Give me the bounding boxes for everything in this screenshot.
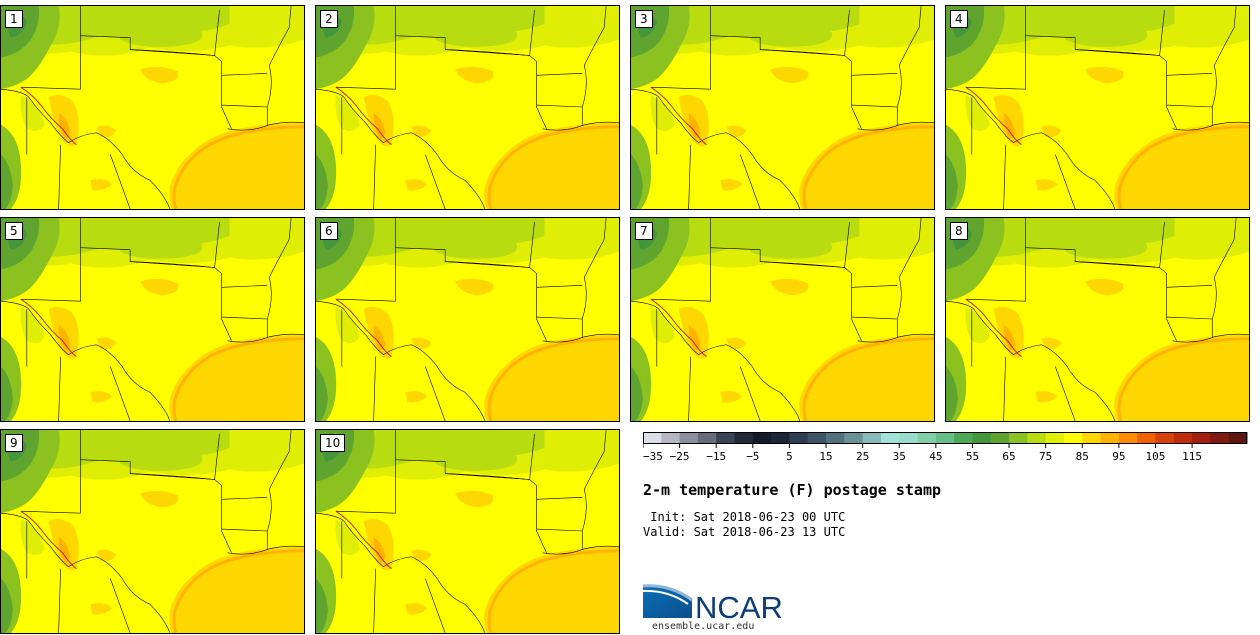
colorbar-swatch — [716, 432, 736, 444]
colorbar-tick-label: 45 — [929, 450, 942, 463]
colorbar-swatch — [899, 432, 919, 444]
panel-number: 3 — [635, 10, 653, 28]
colorbar-tick-label: 25 — [856, 450, 869, 463]
colorbar-tick-label: 15 — [819, 450, 832, 463]
map-panel-9: 9 — [0, 429, 305, 634]
colorbar-tick-label: −25 — [670, 450, 690, 463]
colorbar-swatch — [771, 432, 790, 444]
colorbar-swatch — [844, 432, 864, 444]
colorbar-swatch — [972, 432, 992, 444]
colorbar-swatch — [643, 432, 662, 444]
panel-number: 2 — [320, 10, 338, 28]
panel-number: 10 — [320, 434, 346, 452]
temperature-colorbar: −35 −25 −15 −5 5 15 25 35 45 55 65 75 85 95 105 115 — [643, 432, 1248, 463]
map-panel-8: 8 — [945, 217, 1250, 422]
panel-number: 6 — [320, 222, 338, 240]
colorbar-tick-label: 5 — [786, 450, 793, 463]
colorbar-swatch — [917, 432, 937, 444]
colorbar-swatch — [826, 432, 845, 444]
colorbar-swatch — [1155, 432, 1175, 444]
panel-number: 8 — [950, 222, 968, 240]
colorbar-tick-label: 75 — [1039, 450, 1052, 463]
colorbar-swatch — [862, 432, 882, 444]
map-panel-7: 7 — [630, 217, 935, 422]
panel-number: 5 — [5, 222, 23, 240]
colorbar-swatch — [1192, 432, 1211, 444]
ncar-logo: NCAR — [642, 584, 783, 620]
colorbar-swatch — [679, 432, 699, 444]
panel-number: 1 — [5, 10, 23, 28]
colorbar-swatch — [1082, 432, 1102, 444]
colorbar-swatch — [880, 432, 900, 444]
colorbar-tick-label: 85 — [1076, 450, 1089, 463]
map-panel-3: 3 — [630, 5, 935, 210]
map-panel-10: 10 — [315, 429, 620, 634]
colorbar-swatch — [954, 432, 973, 444]
colorbar-swatch — [1027, 432, 1047, 444]
panel-number: 4 — [950, 10, 968, 28]
website-url: ensemble.ucar.edu — [652, 621, 755, 632]
map-panel-2: 2 — [315, 5, 620, 210]
colorbar-swatch — [935, 432, 955, 444]
colorbar-border — [643, 432, 1247, 444]
colorbar-tick-label: −5 — [746, 450, 759, 463]
colorbar-tick-label: −35 — [643, 450, 663, 463]
colorbar-swatch — [697, 432, 717, 444]
plot-title: 2-m temperature (F) postage stamp — [643, 481, 942, 499]
valid-time: Valid: Sat 2018-06-23 13 UTC — [643, 525, 846, 539]
colorbar-swatch — [1210, 432, 1230, 444]
map-panel-5: 5 — [0, 217, 305, 422]
logo-text: NCAR — [695, 590, 783, 620]
colorbar-swatch — [1173, 432, 1193, 444]
colorbar-tick-label: 35 — [893, 450, 906, 463]
colorbar-swatch — [990, 432, 1010, 444]
map-panel-4: 4 — [945, 5, 1250, 210]
map-panel-1: 1 — [0, 5, 305, 210]
colorbar-swatch — [661, 432, 681, 444]
colorbar-tick-label: 95 — [1112, 450, 1125, 463]
colorbar-swatch — [807, 432, 827, 444]
colorbar-tick-label: 65 — [1002, 450, 1015, 463]
colorbar-swatch — [1118, 432, 1138, 444]
colorbar-swatch — [1009, 432, 1028, 444]
colorbar-swatch — [1100, 432, 1120, 444]
colorbar-tick-label: −15 — [706, 450, 726, 463]
colorbar-swatch — [1137, 432, 1156, 444]
panel-number: 9 — [5, 434, 23, 452]
colorbar-swatch — [734, 432, 754, 444]
colorbar-swatch — [1228, 432, 1248, 444]
colorbar-tick-label: 115 — [1182, 450, 1202, 463]
map-panel-6: 6 — [315, 217, 620, 422]
colorbar-swatch — [1045, 432, 1065, 444]
colorbar-tick-label: 55 — [966, 450, 979, 463]
panel-number: 7 — [635, 222, 653, 240]
colorbar-tick-label: 105 — [1146, 450, 1166, 463]
colorbar-swatch — [1063, 432, 1083, 444]
colorbar-swatch — [752, 432, 772, 444]
init-time: Init: Sat 2018-06-23 00 UTC — [643, 510, 846, 524]
colorbar-swatch — [789, 432, 809, 444]
